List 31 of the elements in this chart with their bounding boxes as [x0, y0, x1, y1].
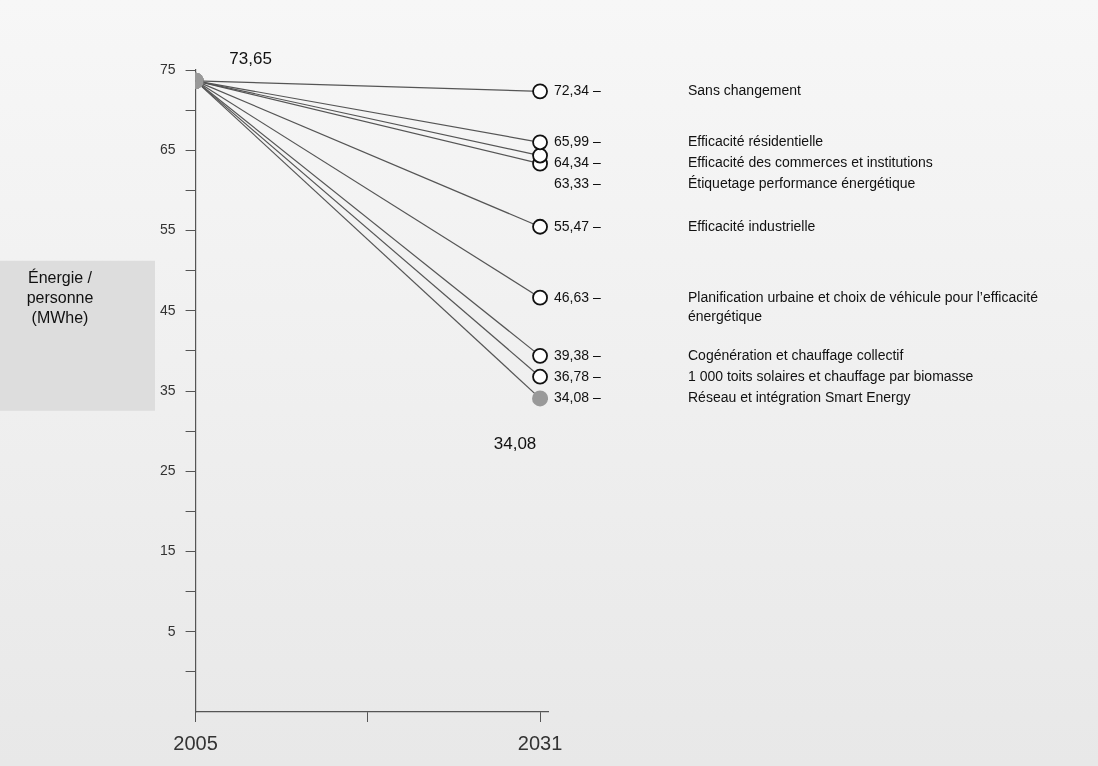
y-tick-label: 75	[159, 60, 176, 77]
text: Réseau et intégration Smart Energy	[688, 389, 911, 406]
data-label: 72,34 –	[554, 82, 601, 99]
data-label: 64,34 –	[554, 154, 601, 171]
data-label: 63,33 –	[554, 175, 601, 192]
text: Planification urbaine et choix de véhicule pour l’efficacité énergétique	[688, 288, 1039, 324]
y-tick-label: 15	[159, 542, 176, 559]
text: Efficacité résidentielle	[688, 133, 824, 150]
y-tick-label: 5	[167, 622, 176, 639]
data-label: 36,78 –	[554, 367, 601, 384]
x-tick-label: 2031	[517, 731, 563, 754]
y-tick-label: 65	[159, 141, 176, 158]
text: Efficacité industrielle	[688, 217, 816, 234]
y-tick-label: 25	[159, 462, 176, 479]
y-tick-label: 55	[159, 221, 176, 238]
data-label: 34,08 –	[554, 389, 601, 406]
text: Étiquetage performance énergétique	[688, 175, 916, 192]
text: 1 000 toits solaires et chauffage par biomasse	[688, 367, 974, 384]
x-tick-label: 2005	[173, 731, 218, 754]
data-label: 46,63 –	[554, 288, 601, 305]
text: Cogénération et chauffage collectif	[688, 346, 904, 363]
data-label: 65,99 –	[554, 133, 601, 150]
annotation: 34,08	[493, 434, 537, 454]
data-label: 55,47 –	[554, 217, 601, 234]
y-axis-title: Énergie / personne (MWhe)	[26, 268, 94, 327]
text: Efficacité des commerces et institutions	[688, 154, 933, 171]
annotation: 73,65	[229, 48, 272, 68]
data-label: 39,38 –	[554, 346, 601, 363]
y-tick-label: 45	[159, 301, 176, 318]
text: Sans changement	[688, 82, 801, 99]
y-tick-label: 35	[159, 381, 176, 398]
